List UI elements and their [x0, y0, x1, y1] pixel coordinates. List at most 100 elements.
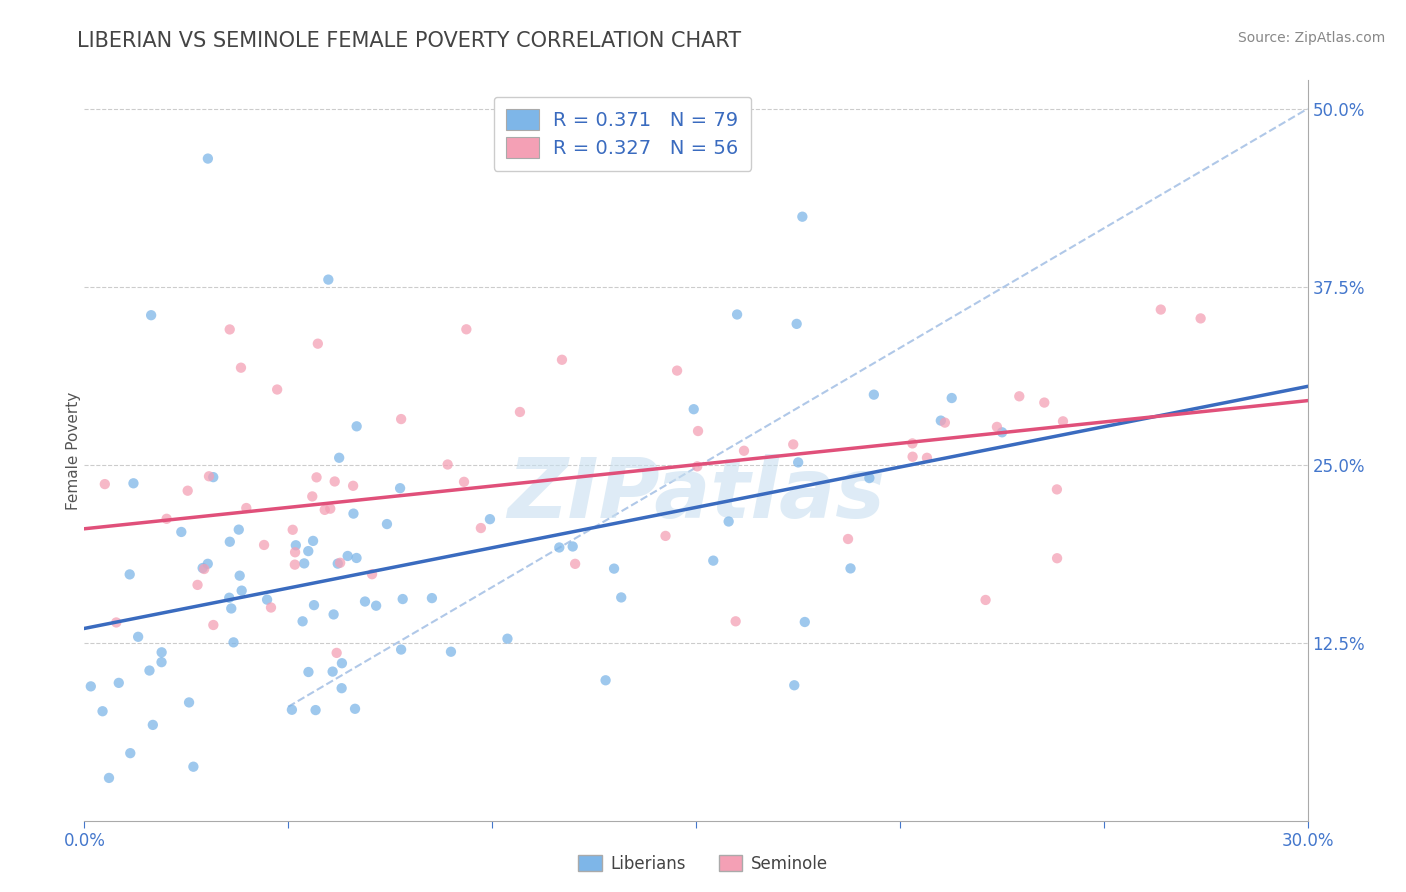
Point	[361, 567, 384, 582]
Point	[1189, 311, 1212, 326]
Point	[783, 678, 806, 692]
Point	[991, 425, 1014, 440]
Point	[782, 437, 804, 451]
Point	[98, 771, 121, 785]
Point	[314, 503, 336, 517]
Point	[344, 702, 367, 716]
Point	[666, 363, 689, 377]
Point	[342, 479, 364, 493]
Point	[787, 455, 810, 469]
Point	[176, 483, 198, 498]
Y-axis label: Female Poverty: Female Poverty	[66, 392, 80, 509]
Point	[322, 607, 344, 622]
Point	[107, 676, 129, 690]
Point	[346, 419, 368, 434]
Point	[389, 642, 412, 657]
Point	[326, 557, 349, 571]
Point	[733, 443, 755, 458]
Point	[456, 322, 478, 336]
Point	[682, 402, 704, 417]
Point	[551, 352, 574, 367]
Point	[595, 673, 617, 688]
Point	[336, 549, 359, 563]
Point	[496, 632, 519, 646]
Point	[304, 703, 326, 717]
Point	[218, 591, 240, 605]
Point	[564, 557, 586, 571]
Point	[94, 477, 117, 491]
Point	[319, 501, 342, 516]
Point	[186, 578, 208, 592]
Point	[307, 336, 329, 351]
Point	[305, 470, 328, 484]
Point	[302, 533, 325, 548]
Point	[389, 481, 412, 495]
Point	[366, 599, 388, 613]
Point	[330, 681, 353, 696]
Point	[284, 545, 307, 559]
Point	[915, 450, 938, 465]
Point	[470, 521, 492, 535]
Point	[901, 436, 924, 450]
Point	[354, 594, 377, 608]
Point	[986, 420, 1008, 434]
Point	[266, 383, 288, 397]
Point	[342, 507, 364, 521]
Legend: Liberians, Seminole: Liberians, Seminole	[572, 848, 834, 880]
Point	[120, 746, 142, 760]
Point	[1150, 302, 1173, 317]
Point	[717, 515, 740, 529]
Legend: R = 0.371   N = 79, R = 0.327   N = 56: R = 0.371 N = 79, R = 0.327 N = 56	[494, 96, 751, 171]
Point	[793, 615, 815, 629]
Point	[901, 450, 924, 464]
Point	[297, 544, 319, 558]
Point	[292, 557, 315, 571]
Point	[792, 210, 814, 224]
Point	[323, 475, 346, 489]
Point	[974, 593, 997, 607]
Point	[218, 534, 240, 549]
Point	[284, 538, 307, 552]
Point	[702, 554, 724, 568]
Text: Source: ZipAtlas.com: Source: ZipAtlas.com	[1237, 31, 1385, 45]
Point	[440, 645, 463, 659]
Point	[1052, 414, 1074, 428]
Point	[941, 391, 963, 405]
Point	[934, 416, 956, 430]
Point	[284, 558, 307, 572]
Point	[281, 523, 304, 537]
Point	[105, 615, 128, 630]
Point	[228, 523, 250, 537]
Point	[197, 152, 219, 166]
Point	[183, 760, 205, 774]
Point	[191, 561, 214, 575]
Point	[253, 538, 276, 552]
Point	[603, 561, 626, 575]
Point	[219, 601, 242, 615]
Point	[329, 556, 352, 570]
Point	[229, 360, 252, 375]
Point	[330, 657, 353, 671]
Point	[1008, 389, 1031, 403]
Point	[198, 469, 221, 483]
Point	[328, 450, 350, 465]
Point	[436, 458, 458, 472]
Point	[929, 414, 952, 428]
Point	[122, 476, 145, 491]
Point	[170, 524, 193, 539]
Point	[138, 664, 160, 678]
Point	[91, 704, 114, 718]
Point	[839, 561, 862, 575]
Point	[127, 630, 149, 644]
Point	[686, 424, 709, 438]
Point	[325, 646, 347, 660]
Point	[420, 591, 443, 606]
Point	[150, 645, 173, 659]
Point	[1046, 483, 1069, 497]
Point	[301, 490, 323, 504]
Point	[561, 540, 583, 554]
Point	[202, 618, 225, 632]
Point	[139, 308, 162, 322]
Point	[231, 583, 253, 598]
Point	[235, 501, 257, 516]
